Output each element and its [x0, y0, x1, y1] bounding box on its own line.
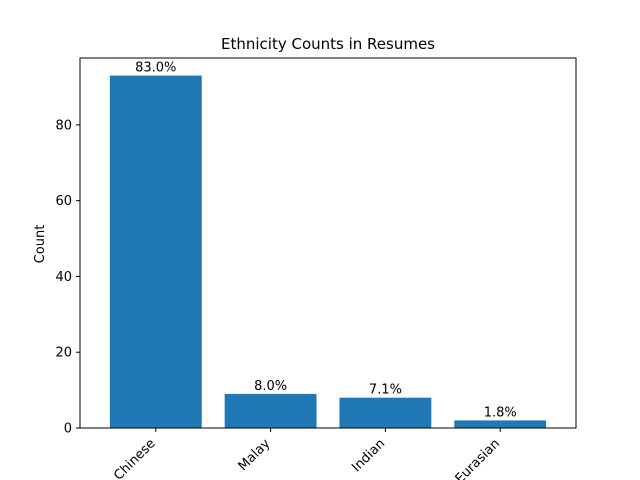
- plot-frame: [79, 57, 577, 429]
- data-label-malay: 8.0%: [254, 379, 287, 394]
- x-tick-label-indian: Indian: [349, 436, 388, 475]
- bar-malay: [224, 393, 317, 428]
- bar-indian: [339, 397, 432, 428]
- y-tick-label-40: 40: [55, 270, 72, 285]
- y-tick-label-0: 0: [64, 422, 72, 437]
- y-tick-label-20: 20: [55, 346, 72, 361]
- y-tick-label-80: 80: [55, 118, 72, 133]
- y-tick-label-60: 60: [55, 194, 72, 209]
- x-tick-label-chinese: Chinese: [111, 436, 158, 480]
- bar-chinese: [109, 75, 202, 429]
- y-axis-label: Count: [33, 225, 48, 264]
- x-tick-label-eurasian: Eurasian: [453, 436, 503, 480]
- x-tick-label-malay: Malay: [236, 436, 274, 474]
- bar-eurasian: [454, 420, 547, 428]
- data-label-chinese: 83.0%: [135, 61, 176, 76]
- data-label-indian: 7.1%: [369, 383, 402, 398]
- plot-area: 0 20 40 60 80 Chinese Malay Indian Eurasian 83.0%…: [55, 57, 577, 480]
- data-label-eurasian: 1.8%: [484, 405, 517, 420]
- chart-title: Ethnicity Counts in Resumes: [221, 35, 435, 53]
